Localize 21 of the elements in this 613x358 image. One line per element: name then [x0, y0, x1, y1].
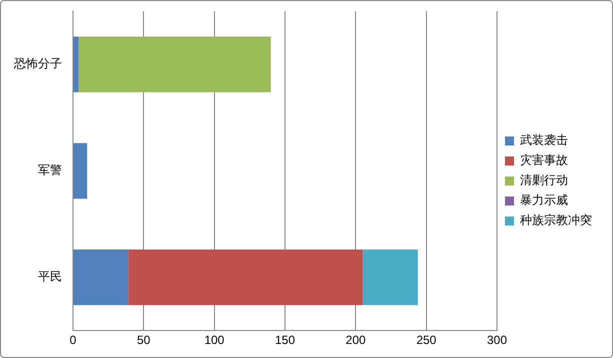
legend-label: 清剿行动 — [520, 173, 568, 188]
y-tick-label: 军警 — [38, 163, 62, 178]
legend-label: 暴力示威 — [520, 193, 568, 208]
legend-label: 灾害事故 — [520, 153, 568, 168]
bar — [78, 36, 271, 92]
bar — [362, 250, 418, 306]
x-tick-label: 100 — [204, 333, 225, 348]
x-tick-label: 250 — [416, 333, 437, 348]
x-tick-label: 300 — [486, 333, 508, 348]
y-tick-label: 平民 — [38, 269, 62, 284]
bar — [74, 143, 88, 199]
legend-label: 种族宗教冲突 — [520, 213, 592, 228]
x-tick-label: 200 — [346, 333, 366, 348]
legend-label: 武装袭击 — [520, 133, 568, 148]
bar — [128, 250, 363, 306]
x-tick-label: 0 — [70, 333, 77, 348]
bar — [74, 250, 128, 306]
y-tick-label: 恐怖分子 — [13, 56, 62, 71]
x-tick-label: 50 — [136, 333, 151, 348]
bar — [74, 36, 79, 92]
x-tick-label: 150 — [274, 333, 296, 348]
